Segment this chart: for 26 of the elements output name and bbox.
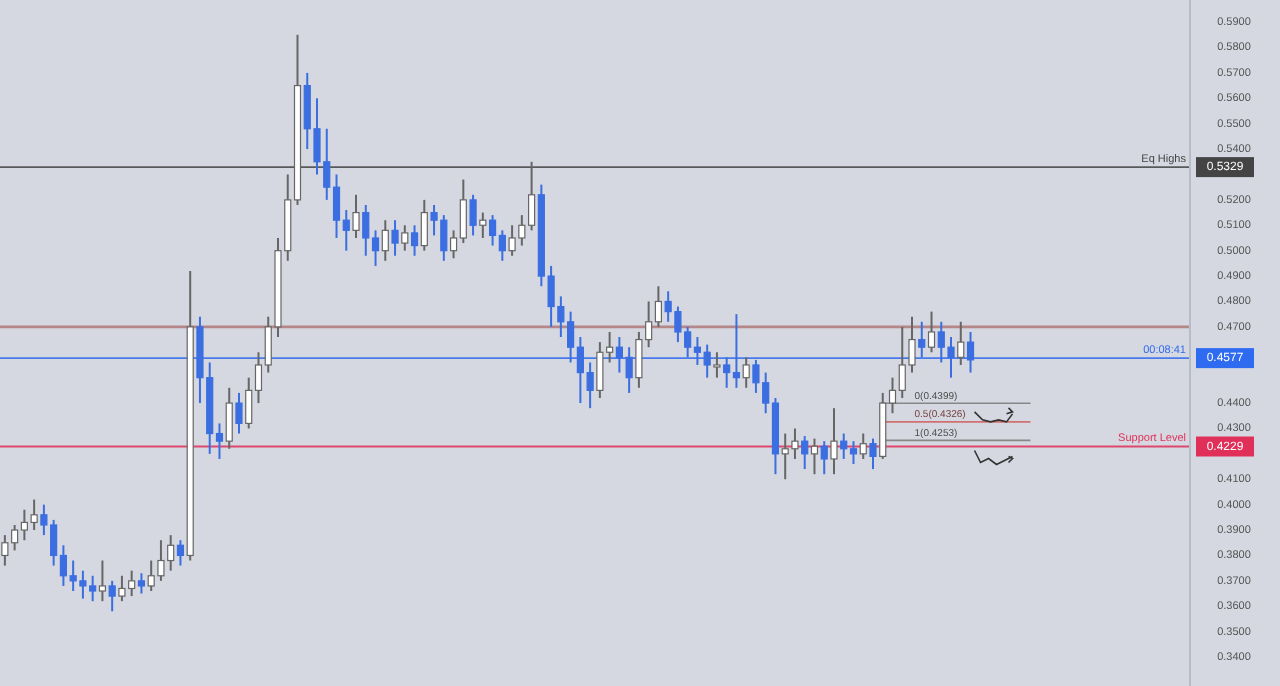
candlestick [927, 310, 936, 354]
candlestick [801, 435, 809, 471]
candlestick [918, 320, 926, 359]
candlestick [820, 440, 828, 476]
candlestick [391, 219, 399, 257]
candlestick [469, 193, 477, 237]
candlestick [381, 219, 389, 262]
candlestick [859, 432, 867, 460]
candlestick [225, 386, 233, 450]
candlestick [137, 572, 146, 595]
candlestick [352, 193, 360, 239]
candlestick [420, 198, 428, 252]
candlestick [869, 437, 877, 471]
candlestick [176, 539, 185, 567]
candlestick [401, 224, 409, 252]
candlestick [108, 579, 116, 613]
candlestick [957, 320, 965, 366]
candlestick [966, 330, 975, 374]
candlestick [235, 391, 243, 435]
candlestick [479, 211, 487, 239]
candlestick [410, 224, 419, 257]
candlestick [742, 356, 750, 389]
candlestick [713, 351, 721, 379]
candlestick [98, 559, 107, 603]
candlestick [810, 437, 819, 476]
candlestick [830, 407, 838, 476]
